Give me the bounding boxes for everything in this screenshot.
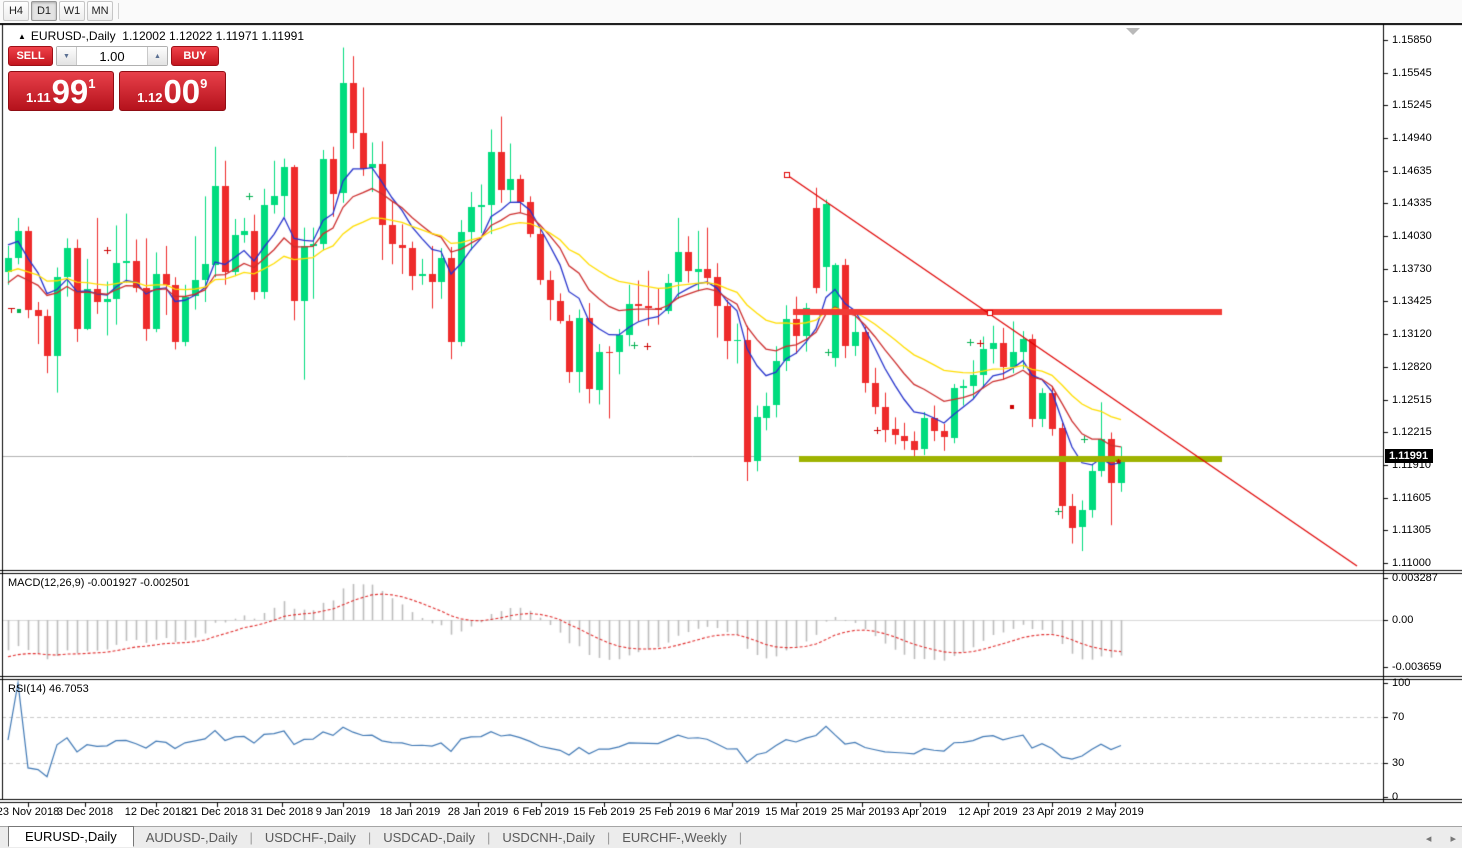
axis-tick-label: 1.11910 — [1392, 459, 1431, 471]
one-click-trade-panel: SELL ▼ ▲ BUY 1.11 99 1 1.12 00 9 — [8, 46, 226, 111]
volume-increase-icon[interactable]: ▲ — [147, 47, 167, 65]
date-tick-label: 6 Feb 2019 — [513, 806, 569, 818]
date-tick-label: 3 Apr 2019 — [893, 806, 947, 818]
sell-price-base: 1.11 — [25, 89, 51, 105]
axis-tick-label: 1.12515 — [1392, 394, 1432, 406]
tab-separator: | — [367, 830, 372, 845]
timeframe-button-mn[interactable]: MN — [87, 1, 113, 21]
date-tick-label: 15 Feb 2019 — [573, 806, 635, 818]
volume-decrease-icon[interactable]: ▼ — [57, 47, 77, 65]
date-tick-label: 9 Jan 2019 — [315, 806, 371, 818]
sell-price-box[interactable]: 1.11 99 1 — [8, 71, 114, 111]
axis-tick-label: 1.15850 — [1392, 34, 1432, 46]
date-tick-label: 25 Mar 2019 — [831, 806, 893, 818]
buy-price-point: 9 — [200, 75, 208, 91]
axis-tick-label: 1.14940 — [1392, 132, 1432, 144]
chart-title: ▲ EURUSD-,Daily 1.12002 1.12022 1.11971 1… — [18, 29, 304, 43]
axis-tick-label: 70 — [1392, 711, 1405, 723]
date-tick-label: 31 Dec 2018 — [250, 806, 314, 818]
timeframe-button-w1[interactable]: W1 — [59, 1, 85, 21]
sell-price-point: 1 — [88, 75, 96, 91]
axis-tick-label: 1.11605 — [1392, 492, 1431, 504]
date-tick-label: 23 Apr 2019 — [1022, 806, 1082, 818]
tab-eurusd-daily[interactable]: EURUSD-,Daily — [8, 826, 134, 847]
timeframe-button-d1[interactable]: D1 — [31, 1, 57, 21]
timeframe-button-h4[interactable]: H4 — [3, 1, 29, 21]
sell-price-pips: 99 — [51, 72, 89, 110]
sell-button[interactable]: SELL — [8, 46, 53, 66]
chart-title-text: EURUSD-,Daily 1.12002 1.12022 1.11971 1.… — [30, 29, 304, 43]
collapse-arrow-icon[interactable]: ▲ — [18, 32, 26, 41]
axis-tick-label: 1.13730 — [1392, 263, 1432, 275]
date-tick-label: 3 Dec 2018 — [56, 806, 114, 818]
macd-indicator-label: MACD(12,26,9) -0.001927 -0.002501 — [8, 577, 190, 589]
buy-button[interactable]: BUY — [171, 46, 219, 66]
date-tick-label: 25 Feb 2019 — [639, 806, 701, 818]
tab-eurchf-weekly[interactable]: EURCHF-,Weekly — [622, 830, 727, 845]
volume-spinner: ▼ ▲ — [56, 46, 168, 66]
tab-usdchf-daily[interactable]: USDCHF-,Daily — [264, 830, 356, 845]
axis-tick-label: 1.14030 — [1392, 230, 1432, 242]
buy-price-pips: 00 — [163, 72, 201, 110]
axis-tick-label: 1.15245 — [1392, 99, 1432, 111]
buy-price-base: 1.12 — [137, 89, 163, 105]
date-tick-label: 15 Mar 2019 — [765, 806, 827, 818]
date-tick-label: 28 Jan 2019 — [447, 806, 509, 818]
date-tick-label: 21 Dec 2018 — [185, 806, 249, 818]
axis-tick-label: 1.14635 — [1392, 165, 1432, 177]
axis-tick-label: 0.00 — [1392, 614, 1414, 626]
axis-tick-label: 1.12820 — [1392, 361, 1432, 373]
axis-tick-label: 0 — [1392, 791, 1399, 803]
toolbar-separator — [118, 3, 119, 19]
date-tick-label: 12 Dec 2018 — [124, 806, 188, 818]
tab-separator: | — [486, 830, 491, 845]
date-tick-label: 23 Nov 2018 — [0, 806, 60, 818]
date-tick-label: 18 Jan 2019 — [379, 806, 441, 818]
axis-tick-label: 30 — [1392, 757, 1405, 769]
tab-scroll-right-icon[interactable]: ▸ — [1450, 833, 1456, 845]
axis-tick-label: 1.12215 — [1392, 426, 1432, 438]
timeframe-toolbar: H4 D1 W1 MN — [0, 0, 1462, 23]
volume-input[interactable] — [77, 47, 147, 65]
axis-tick-label: -0.003659 — [1392, 661, 1442, 673]
axis-tick-label: 100 — [1392, 677, 1411, 689]
tab-separator: | — [249, 830, 253, 845]
date-tick-label: 2 May 2019 — [1086, 806, 1144, 818]
tab-usdcad-daily[interactable]: USDCAD-,Daily — [383, 830, 475, 845]
axis-tick-label: 1.11305 — [1392, 524, 1431, 536]
tab-audusd-daily[interactable]: AUDUSD-,Daily — [145, 830, 238, 845]
date-tick-label: 6 Mar 2019 — [704, 806, 760, 818]
axis-tick-label: 0.003287 — [1392, 572, 1438, 584]
date-tick-label: 12 Apr 2019 — [958, 806, 1018, 818]
tab-scroll-left-icon[interactable]: ◂ — [1425, 833, 1432, 845]
axis-tick-label: 1.15545 — [1392, 67, 1432, 79]
rsi-indicator-label: RSI(14) 46.7053 — [8, 683, 89, 695]
tab-separator: | — [738, 830, 743, 845]
buy-price-box[interactable]: 1.12 00 9 — [118, 71, 226, 111]
axis-tick-label: 1.11000 — [1392, 557, 1431, 569]
symbol-tab-bar: EURUSD-,Daily AUDUSD-,Daily | USDCHF-,Da… — [0, 826, 1462, 848]
chart-shift-marker-icon[interactable] — [1126, 28, 1140, 35]
tab-separator: | — [606, 830, 611, 845]
axis-tick-label: 1.13120 — [1392, 328, 1432, 340]
axis-tick-label: 1.13425 — [1392, 295, 1432, 307]
current-price-badge: 1.11991 — [1385, 449, 1434, 463]
tab-usdcnh-daily[interactable]: USDCNH-,Daily — [502, 830, 595, 845]
axis-tick-label: 1.14335 — [1392, 197, 1432, 209]
